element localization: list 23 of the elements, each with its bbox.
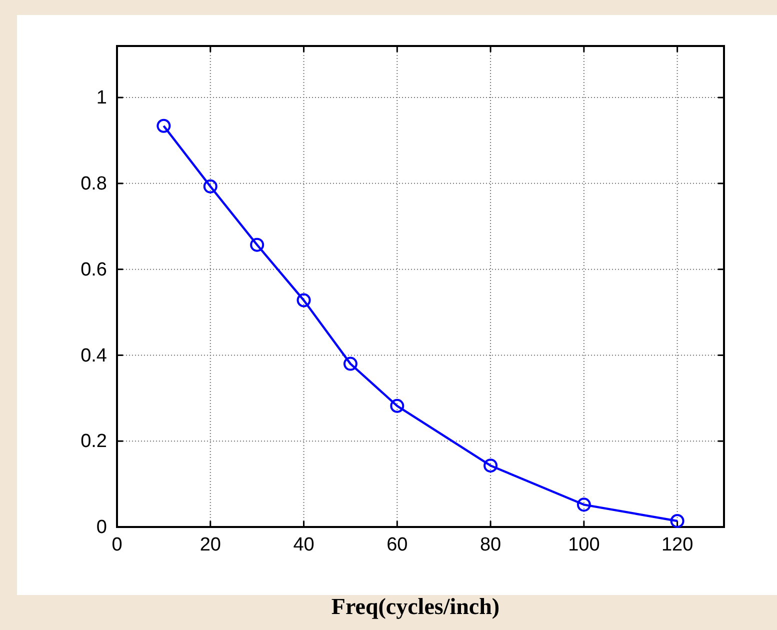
point bbox=[343, 356, 358, 371]
x-axis-title: Freq(cycles/inch) bbox=[331, 594, 500, 619]
y-tick-label: 1 bbox=[96, 88, 107, 109]
y-tick-label: 0.6 bbox=[80, 259, 107, 280]
point bbox=[576, 498, 591, 512]
y-tick-label: 0.8 bbox=[80, 174, 107, 195]
y-tick-label: 0 bbox=[96, 517, 107, 538]
x-tick-label: 20 bbox=[200, 534, 221, 556]
x-tick-label: 100 bbox=[568, 534, 600, 556]
x-tick-label: 0 bbox=[112, 534, 122, 556]
point bbox=[390, 398, 404, 413]
x-tick-label: 120 bbox=[661, 534, 694, 556]
x-tick-label: 80 bbox=[480, 534, 502, 556]
point bbox=[250, 238, 264, 252]
point bbox=[484, 458, 498, 473]
y-tick-label: 0.4 bbox=[80, 345, 108, 366]
y-tick-label: 0.2 bbox=[80, 431, 107, 452]
point bbox=[203, 179, 218, 194]
point bbox=[670, 514, 684, 528]
x-tick-label: 60 bbox=[386, 534, 408, 556]
point bbox=[296, 293, 311, 308]
x-tick-label: 40 bbox=[293, 534, 314, 556]
point bbox=[156, 118, 171, 133]
